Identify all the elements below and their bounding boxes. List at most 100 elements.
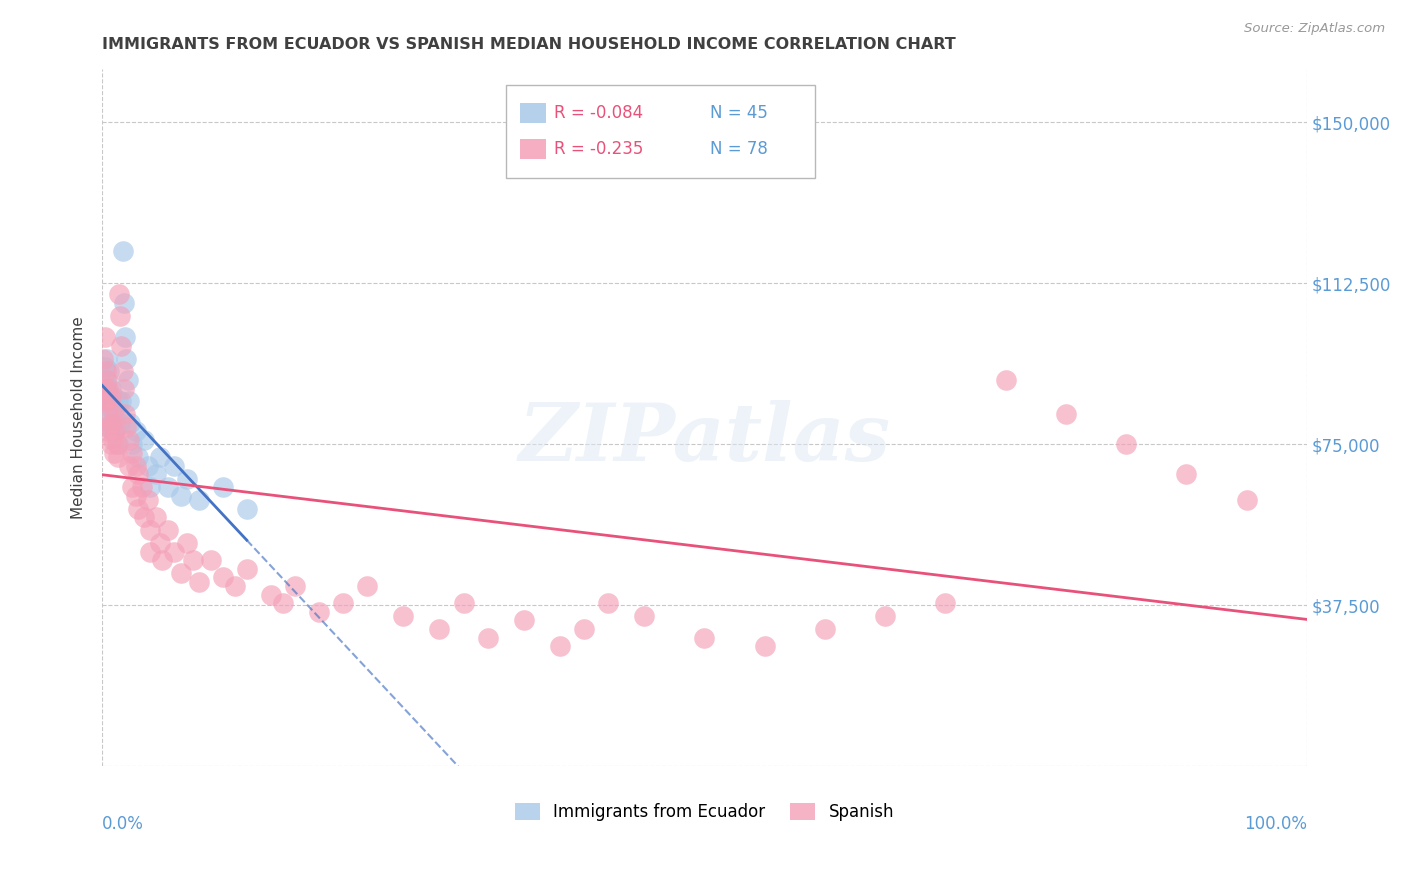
Point [94, 394, 117, 409]
Point [125, 489, 148, 503]
Point [111, 364, 134, 378]
Point [97, 382, 120, 396]
Point [200, 553, 222, 567]
Point [139, 544, 162, 558]
Text: R = -0.235: R = -0.235 [554, 140, 644, 158]
Point [308, 605, 330, 619]
Point [176, 536, 198, 550]
Point [118, 416, 141, 430]
Point [93, 351, 115, 366]
Point [107, 450, 129, 465]
Point [110, 338, 132, 352]
Point [114, 407, 136, 421]
Point [103, 425, 125, 439]
Text: N = 45: N = 45 [710, 104, 768, 122]
Text: IMMIGRANTS FROM ECUADOR VS SPANISH MEDIAN HOUSEHOLD INCOME CORRELATION CHART: IMMIGRANTS FROM ECUADOR VS SPANISH MEDIA… [103, 37, 956, 53]
Point [100, 416, 122, 430]
Point [96, 351, 118, 366]
Text: 0.0%: 0.0% [103, 815, 143, 833]
Point [1175, 467, 1198, 482]
Point [356, 579, 378, 593]
Point [96, 407, 118, 421]
Point [598, 596, 620, 610]
Point [105, 437, 128, 451]
Point [994, 373, 1017, 387]
Point [121, 480, 143, 494]
Point [332, 596, 354, 610]
Point [104, 425, 127, 439]
Point [271, 596, 294, 610]
Point [136, 458, 159, 473]
Point [110, 309, 132, 323]
Y-axis label: Median Household Income: Median Household Income [72, 316, 86, 519]
Point [211, 480, 233, 494]
Point [236, 562, 259, 576]
Point [93, 382, 115, 396]
Text: ZIPatlas: ZIPatlas [519, 400, 890, 477]
Point [111, 244, 134, 259]
Point [127, 501, 149, 516]
Point [101, 425, 124, 439]
Point [118, 458, 141, 473]
Point [125, 458, 148, 473]
Point [163, 458, 186, 473]
Point [169, 489, 191, 503]
Point [224, 579, 246, 593]
Point [149, 450, 172, 465]
Text: 100.0%: 100.0% [1244, 815, 1306, 833]
Point [139, 523, 162, 537]
Point [131, 480, 153, 494]
Point [108, 287, 131, 301]
Point [93, 360, 115, 375]
Point [260, 588, 283, 602]
Point [112, 295, 135, 310]
Point [145, 467, 167, 482]
Point [96, 382, 118, 396]
Point [103, 390, 125, 404]
Point [98, 364, 121, 378]
Point [754, 639, 776, 653]
Point [429, 622, 451, 636]
Point [101, 416, 124, 430]
Point [127, 450, 149, 465]
Point [1054, 407, 1077, 421]
Point [572, 622, 595, 636]
Point [104, 407, 127, 421]
Point [117, 373, 139, 387]
Point [118, 394, 141, 409]
Point [110, 416, 132, 430]
Point [100, 382, 122, 396]
Point [101, 403, 124, 417]
Point [98, 420, 121, 434]
Text: R = -0.084: R = -0.084 [554, 104, 643, 122]
Point [1115, 437, 1137, 451]
Point [112, 382, 135, 396]
Point [513, 613, 536, 627]
Point [125, 425, 148, 439]
Point [187, 574, 209, 589]
Point [105, 420, 128, 434]
Point [107, 394, 129, 409]
Point [176, 472, 198, 486]
Point [96, 373, 118, 387]
Point [181, 553, 204, 567]
Point [107, 437, 129, 451]
Point [934, 596, 956, 610]
Point [548, 639, 571, 653]
Point [103, 403, 125, 417]
Point [1236, 493, 1258, 508]
Point [101, 433, 124, 447]
Point [145, 510, 167, 524]
Point [94, 364, 117, 378]
Point [157, 480, 180, 494]
Point [875, 609, 897, 624]
Point [97, 425, 120, 439]
Point [115, 351, 138, 366]
Point [110, 394, 132, 409]
Point [211, 570, 233, 584]
Point [134, 433, 156, 447]
Point [100, 437, 122, 451]
Point [693, 631, 716, 645]
Point [121, 437, 143, 451]
Point [97, 399, 120, 413]
